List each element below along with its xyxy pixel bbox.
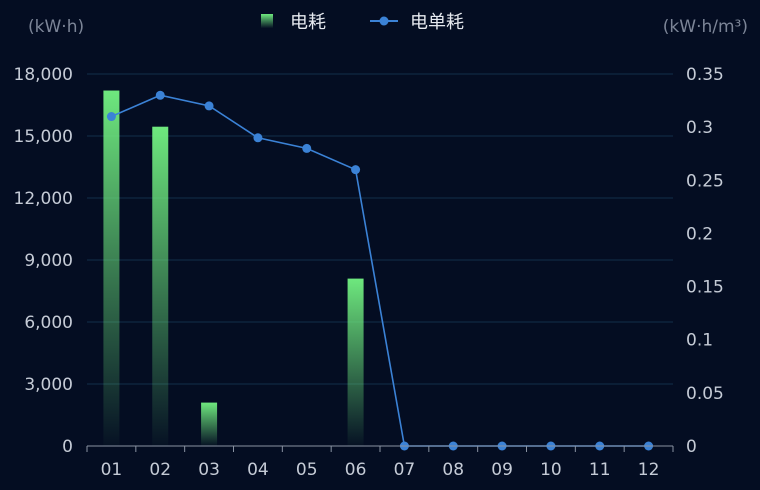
x-tick-label: 09 [491, 460, 513, 480]
left-tick-label: 18,000 [14, 65, 73, 85]
axes: 0 3,000 6,000 9,000 12,000 15,000 18,000 0 0.05 0… [14, 65, 724, 480]
right-tick-label: 0.2 [686, 224, 713, 244]
legend-line-label: 电单耗 [410, 12, 464, 33]
x-tick-label: 04 [247, 460, 269, 480]
legend: 电耗 电单耗 [261, 12, 464, 33]
x-tick-label: 12 [638, 460, 660, 480]
bar-01 [103, 90, 120, 447]
bar-02 [152, 126, 169, 446]
left-tick-label: 6,000 [24, 313, 73, 333]
x-tick-label: 06 [345, 460, 367, 480]
x-tick-label: 08 [442, 460, 464, 480]
x-tick-label: 11 [589, 460, 611, 480]
right-tick-label: 0.1 [686, 331, 713, 351]
right-tick-label: 0.3 [686, 118, 713, 138]
line-point-02 [155, 90, 165, 100]
line-point-05 [302, 143, 312, 153]
legend-item-line[interactable]: 电单耗 [370, 12, 464, 33]
line-series [106, 90, 654, 451]
x-tick-label: 07 [394, 460, 416, 480]
line-point-03 [204, 101, 214, 111]
left-tick-label: 0 [62, 437, 73, 457]
line-point-01 [106, 112, 116, 122]
left-axis-unit: (kW·h) [28, 17, 84, 37]
left-tick-label: 3,000 [24, 375, 73, 395]
bar-03 [201, 402, 218, 446]
right-tick-label: 0.25 [686, 171, 724, 191]
legend-bar-label: 电耗 [290, 12, 326, 33]
x-tick-label: 01 [101, 460, 123, 480]
left-tick-label: 12,000 [14, 189, 73, 209]
left-tick-label: 9,000 [24, 251, 73, 271]
legend-bar-swatch [261, 14, 273, 28]
right-tick-label: 0.15 [686, 278, 724, 298]
grid [87, 73, 673, 385]
legend-line-marker [379, 16, 389, 26]
line-point-06 [351, 165, 361, 175]
right-axis-unit: (kW·h/m³) [663, 17, 748, 37]
x-tick-label: 10 [540, 460, 562, 480]
right-tick-label: 0 [686, 437, 697, 457]
bars [103, 90, 364, 447]
x-tick-label: 02 [149, 460, 171, 480]
line-point-04 [253, 133, 263, 143]
right-tick-label: 0.35 [686, 65, 724, 85]
right-tick-label: 0.05 [686, 384, 724, 404]
x-tick-label: 05 [296, 460, 318, 480]
legend-item-bar[interactable]: 电耗 [261, 12, 326, 33]
left-tick-label: 15,000 [14, 127, 73, 147]
bar-06 [347, 278, 364, 446]
x-tick-label: 03 [198, 460, 220, 480]
line-path [111, 94, 649, 447]
